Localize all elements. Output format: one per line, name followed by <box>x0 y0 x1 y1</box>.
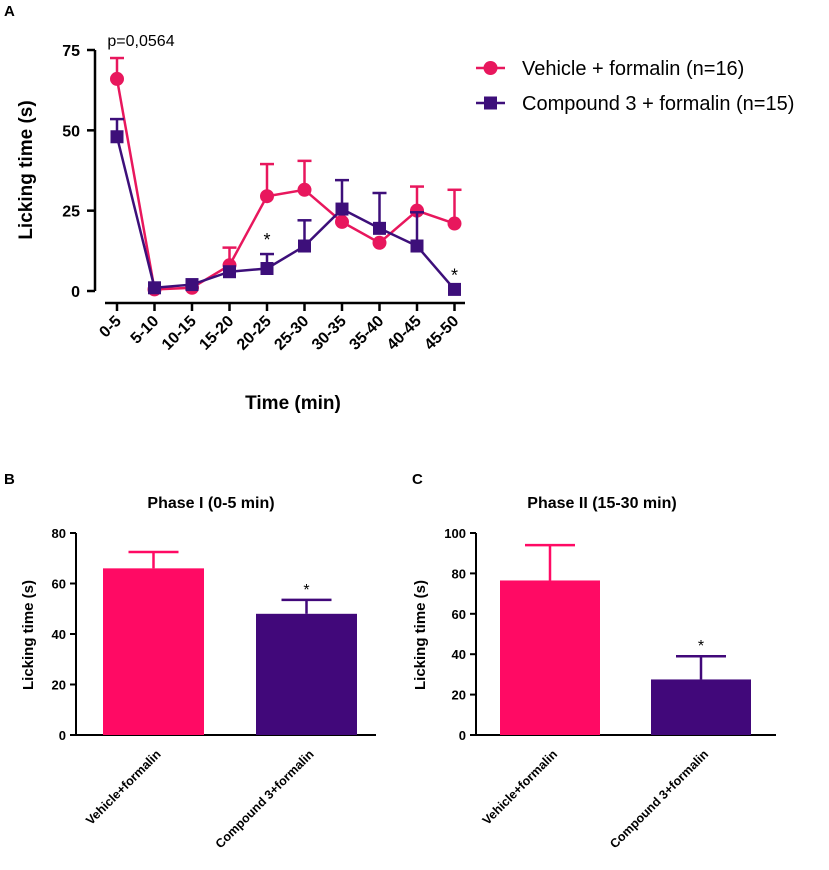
data-point <box>448 282 461 296</box>
series-1 <box>110 56 462 297</box>
significance-star: * <box>303 582 309 599</box>
panel-letter-a: A <box>4 3 15 20</box>
category-label: Compound 3+formalin <box>213 747 317 851</box>
y-axis-title-a: Licking time (s) <box>16 100 37 239</box>
series-2 <box>110 117 461 296</box>
x-tick-label: 35-40 <box>346 313 387 354</box>
y-axis-title-b: Licking time (s) <box>20 580 37 690</box>
legend-label: Vehicle + formalin (n=16) <box>522 58 744 80</box>
significance-star: * <box>698 638 704 655</box>
y-tick-label: 40 <box>52 627 66 642</box>
x-axis-title-a: Time (min) <box>245 393 341 414</box>
legend-item-2: Compound 3 + formalin (n=15) <box>476 93 794 115</box>
series-group-a <box>110 56 462 297</box>
bar <box>256 613 357 735</box>
data-point <box>297 182 312 197</box>
panel-letter-c: C <box>412 471 423 488</box>
x-ticks-a: 0-5 5-1010-1515-2020-2525-3030-3535-4040-… <box>96 303 462 354</box>
series-line <box>115 78 455 291</box>
y-tick-label: 75 <box>62 43 80 60</box>
data-point <box>373 221 386 235</box>
y-tick-label: 0 <box>459 728 466 743</box>
data-point <box>335 214 349 229</box>
category-label: Vehicle+formalin <box>83 747 163 827</box>
y-ticks-a: 0 25 50 75 <box>62 43 95 301</box>
series-line <box>115 136 456 291</box>
y-tick-label: 20 <box>452 688 466 703</box>
x-tick-label: 15-20 <box>196 313 237 354</box>
y-axis-title-c: Licking time (s) <box>412 580 429 690</box>
data-point <box>110 71 124 86</box>
legend-label: Compound 3 + formalin (n=15) <box>522 93 794 115</box>
legend-item-1: Vehicle + formalin (n=16) <box>476 58 744 80</box>
x-tick-label: 40-45 <box>384 313 425 354</box>
y-tick-label: 60 <box>452 607 466 622</box>
x-tick-label: 0-5 <box>96 313 124 341</box>
data-point <box>410 203 424 218</box>
y-tick-label: 100 <box>444 526 466 541</box>
data-point <box>260 262 274 276</box>
x-tick-label: 45-50 <box>421 313 462 354</box>
data-point <box>185 278 199 292</box>
panel-b: B Phase I (0-5 min) Licking time (s) 0 20… <box>4 471 376 851</box>
p-value-annotation: p=0,0564 <box>107 33 174 50</box>
panel-letter-b: B <box>4 471 15 488</box>
y-tick-label: 40 <box>452 647 466 662</box>
significance-star: * <box>451 265 458 285</box>
y-tick-label: 80 <box>452 566 466 581</box>
x-tick-label: 10-15 <box>159 313 200 354</box>
bar <box>651 679 751 735</box>
title-c: Phase II (15-30 min) <box>527 495 676 512</box>
y-tick-label: 20 <box>52 678 66 693</box>
y-tick-label: 0 <box>71 284 80 301</box>
x-tick-label: 5-10 <box>128 313 163 348</box>
annotations-a: p=0,0564 * * <box>107 33 458 285</box>
data-point <box>410 239 424 253</box>
chart-c: 0 20 40 60 80 100 Vehicle+formalin Compound 3+f… <box>444 526 776 851</box>
data-point <box>260 189 274 204</box>
x-tick-label: 20-25 <box>234 313 275 354</box>
data-point <box>447 216 462 231</box>
category-label: Compound 3+formalin <box>607 747 711 851</box>
bar <box>103 568 204 735</box>
data-point <box>372 235 387 250</box>
data-point <box>223 265 236 279</box>
data-point <box>298 239 311 253</box>
legend-marker <box>483 61 498 75</box>
legend-marker <box>484 96 497 110</box>
data-point <box>110 130 124 144</box>
title-b: Phase I (0-5 min) <box>147 495 274 512</box>
y-tick-label: 80 <box>52 526 66 541</box>
data-point <box>148 281 161 295</box>
y-tick-label: 25 <box>62 204 80 221</box>
y-tick-label: 50 <box>62 123 80 140</box>
panel-c: C Phase II (15-30 min) Licking time (s) … <box>412 471 776 851</box>
data-point <box>335 202 349 216</box>
y-tick-label: 0 <box>59 728 66 743</box>
x-tick-label: 30-35 <box>309 313 350 354</box>
legend-a: Vehicle + formalin (n=16) Compound 3 + fo… <box>476 58 794 115</box>
significance-star: * <box>263 230 270 250</box>
chart-b: 0 20 40 60 80 Vehicle+formalin Compound 3+form… <box>52 526 376 851</box>
x-tick-label: 25-30 <box>271 313 312 354</box>
bar <box>500 580 600 735</box>
y-tick-label: 60 <box>52 577 66 592</box>
category-label: Vehicle+formalin <box>480 747 560 827</box>
panel-a: A 0 25 50 75 0-5 5-1010-1515-2020-2525-3030-… <box>4 3 794 414</box>
